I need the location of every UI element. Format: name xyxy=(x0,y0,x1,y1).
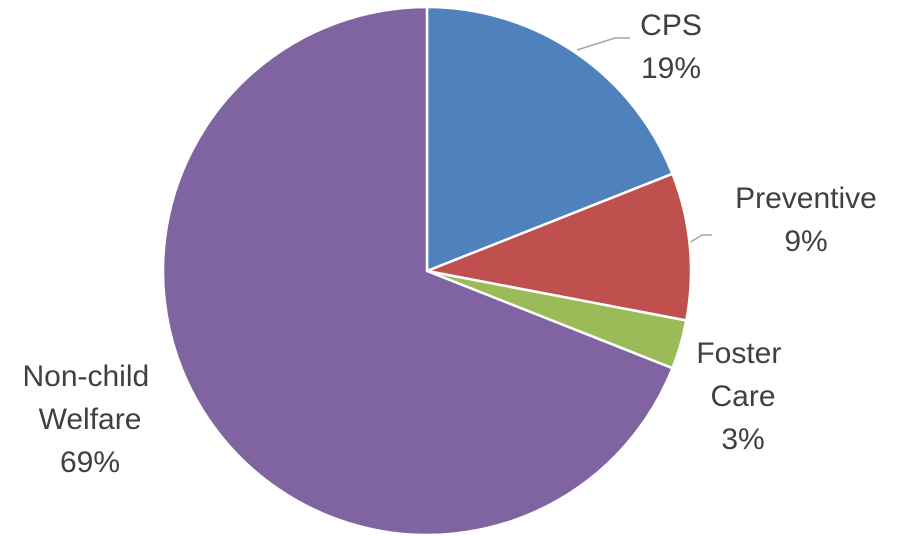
leader-line xyxy=(576,37,630,51)
slice-value-label: 69% xyxy=(60,446,120,479)
pie-slice xyxy=(161,5,675,536)
leader-lines xyxy=(576,37,712,244)
pie-slice xyxy=(425,5,675,273)
leader-line xyxy=(688,234,712,244)
slice-label: Foster Care xyxy=(696,337,789,413)
pie-slice xyxy=(422,172,693,322)
slice-value-label: 3% xyxy=(721,423,764,456)
slice-value-label: 19% xyxy=(641,52,701,85)
slice-label: CPS xyxy=(640,9,702,42)
slice-label: Non-child Welfare xyxy=(22,360,157,436)
slice-value-label: 9% xyxy=(784,225,827,258)
slice-label: Preventive xyxy=(735,182,877,215)
